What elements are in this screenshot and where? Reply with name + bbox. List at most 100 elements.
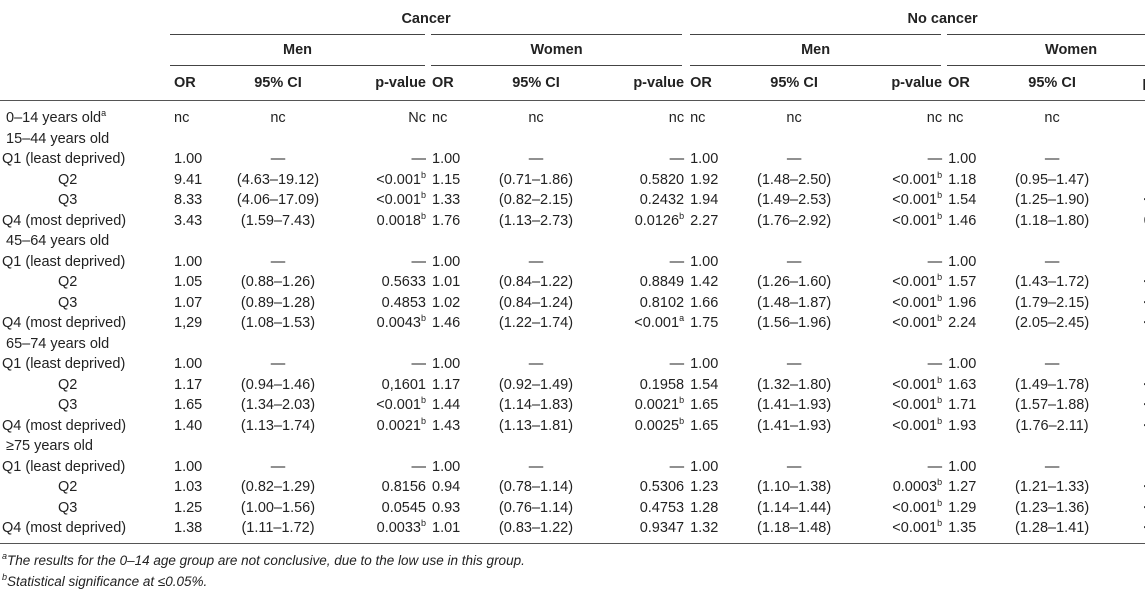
cell-ci: (1.59–7.43) [240,212,316,229]
cell-or: 1.42 [690,274,719,290]
age-group-label: 15–44 years old [6,130,110,147]
row-label: Q1 (least deprived) [2,253,126,270]
cell-or: 1.00 [174,151,203,167]
cell-or: 2.24 [948,315,977,331]
cell-ci: (1.13–1.81) [498,417,574,434]
cell-or: 1.01 [432,274,461,290]
age-group-label: ≥75 years old [6,438,93,454]
footnote-a: aThe results for the 0–14 age group are … [2,550,525,568]
row-label: Q4 (most deprived) [2,212,127,229]
cell-or: 1.63 [948,376,977,393]
cell-pvalue: <0.001b [1112,416,1145,437]
table-row: Q2 1.17 (0.94–1.46) 0,1601 1.17 (0.92–1.49) 0.… [0,375,1145,396]
cell-or: 1.54 [690,376,719,393]
cell-ci: — [786,458,802,475]
table-row: 0–14 years oldancncNcncncncncncncncncnc [0,108,1145,129]
cell-pvalue: 0.0025b [634,415,685,434]
cell-ci: (1.21–1.33) [1014,479,1090,495]
cell-ci: (1.28–1.41) [992,518,1113,544]
row-label: Q1 (least deprived) [2,458,126,475]
cell-ci: (1.48–2.50) [756,171,832,188]
cell-ci: (0.92–1.49) [498,376,574,393]
cell-ci: — [786,356,802,372]
cell-pvalue: <0.001b [892,374,943,393]
age-group-row: 65–74 years old [0,334,1145,355]
cell-or: 1.27 [948,479,977,495]
cell-or: 1.02 [432,294,461,311]
cell-or: 1.18 [948,171,977,188]
cell-ci: (1.49–2.53) [756,192,832,208]
cell-pvalue: — [669,151,685,167]
cell-pvalue: — [669,356,685,372]
cell-pvalue: <0.001b [892,190,943,209]
cell-ci: — [270,253,286,270]
cell-ci: (0.76–1.14) [498,499,574,516]
table-row: Q3 8.33 (4.06–17.09) <0.001b 1.33 (0.82–2.15)… [0,190,1145,211]
cell-pvalue: <0.001b [892,272,943,291]
cell-or: 1.00 [948,253,977,270]
cell-ci: (0.88–1.26) [240,274,316,290]
cell-or: 1.29 [948,499,977,516]
cell-ci: (1.22–1.74) [498,315,574,331]
cell-ci: (1.10–1.38) [756,479,832,495]
cell-or: 1.32 [686,518,735,544]
cell-or: 1.65 [174,397,203,413]
table-row: Q4 (most deprived) 1.40 (1.13–1.74) 0.0021b… [0,416,1145,437]
column-header-pvalue: p-value [1112,65,1145,101]
cell-pvalue: 0.0021b [376,415,426,434]
cell-ci: (0.84–1.24) [498,294,574,311]
cell-or: nc [432,110,448,126]
column-header-or: OR [428,65,476,101]
row-label: Q4 (most deprived) [2,315,127,331]
cell-pvalue: <0.001b [1112,190,1145,211]
cell-pvalue: 0.0018b [376,210,426,229]
cell-or: 1.00 [948,151,977,167]
cell-pvalue: — [927,356,943,372]
cell-or: nc [690,110,706,126]
cell-pvalue: <0.001b [892,210,943,229]
cell-ci: — [1044,458,1060,475]
cell-or: 9.41 [174,171,203,188]
cell-pvalue: 0.2432 [639,192,685,208]
cell-or: 1.00 [690,458,719,475]
cell-or: 8.33 [174,192,203,208]
cell-or: 1.01 [428,518,476,544]
cell-ci: (1.76–2.92) [756,212,832,229]
row-label: Q3 [58,499,78,516]
row-label: Q1 (least deprived) [2,356,126,372]
cell-pvalue: <0.001b [1112,313,1145,334]
cell-pvalue: 0.4853 [381,294,426,311]
cell-or: 1.00 [432,151,461,167]
row-label: Q2 [58,376,78,393]
cell-pvalue: 0.8849 [639,274,685,290]
cell-or: 1.96 [948,294,977,311]
cell-or: 1.28 [690,499,719,516]
cell-ci: (1.41–1.93) [756,417,832,434]
cell-pvalue: <0.001b [1112,395,1145,416]
header-corner [0,0,170,35]
cell-or: 1.00 [174,356,203,372]
cell-pvalue: — [1112,457,1145,478]
table-row: Q1 (least deprived) 1.00 — — 1.00 — — 1.00 — — 1.0… [0,149,1145,170]
row-label: Q3 [58,192,78,208]
cell-or: 1.38 [170,518,218,544]
cell-pvalue: — [927,151,943,167]
cell-ci: (0.82–1.29) [240,479,316,495]
cell-or: 1.05 [174,274,203,290]
cell-ci: (0.89–1.28) [240,294,316,311]
header-nocancer-men: Men [682,34,948,66]
cell-or: 1.46 [432,315,461,331]
cell-pvalue: 0.4753 [639,499,685,516]
table-row: Q2 1.03 (0.82–1.29) 0.8156 0.94 (0.78–1.14) 0.… [0,477,1145,498]
cell-pvalue: 0.5820 [639,171,685,188]
cell-pvalue: 0.0545 [381,499,426,516]
cell-pvalue: <0.001b [376,395,426,414]
cell-ci: (0.84–1.22) [498,274,574,290]
cell-pvalue: — [927,253,943,270]
cell-ci: (1.79–2.15) [1014,294,1090,311]
cell-ci: (0.78–1.14) [498,479,574,495]
header-group-cancer: Cancer [170,0,687,35]
table-row: Q3 1.65 (1.34–2.03) <0.001b 1.44 (1.14–1.83) 0… [0,395,1145,416]
cell-ci: (1.00–1.56) [240,499,316,516]
cell-ci: (1.56–1.96) [756,315,832,331]
